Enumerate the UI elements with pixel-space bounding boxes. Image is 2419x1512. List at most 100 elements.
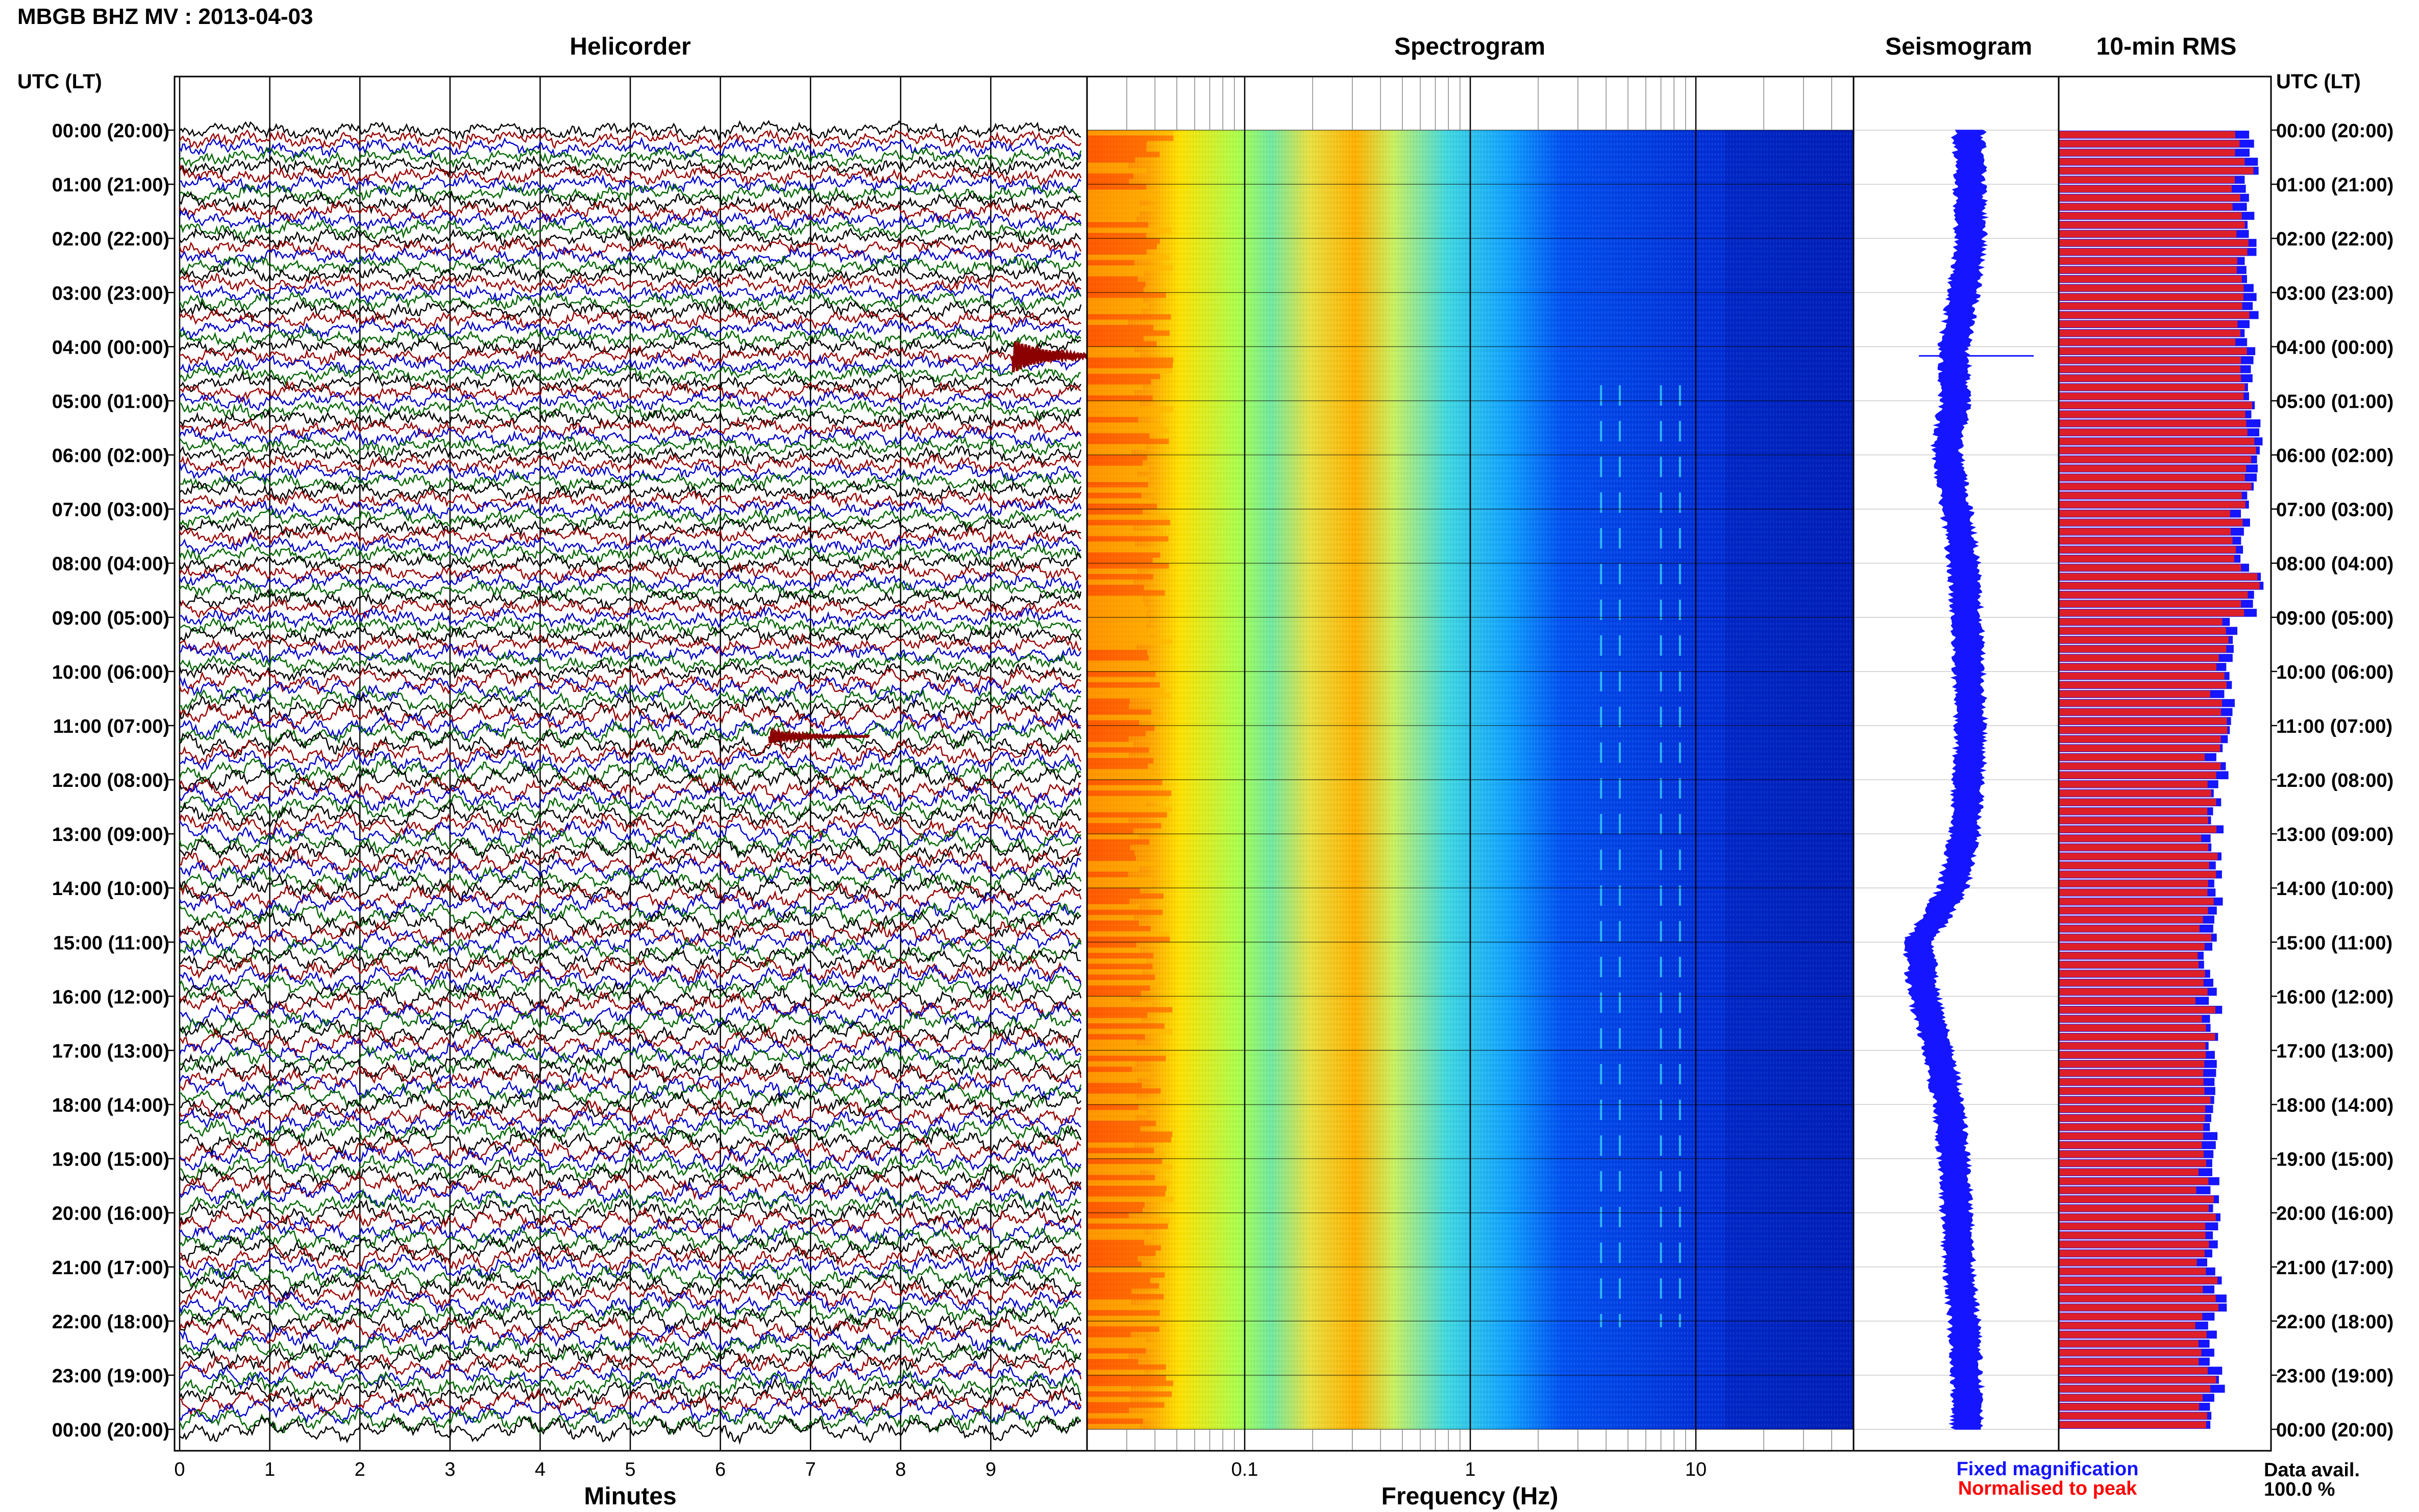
- spectrogram-low-band: [1087, 298, 1144, 304]
- legend-fixed-magnification: Fixed magnification: [1956, 1458, 2139, 1480]
- spectrogram-low-band: [1087, 807, 1172, 812]
- rms-bar-normalised: [2059, 131, 2235, 138]
- spectrogram-low-band: [1087, 623, 1146, 628]
- spectrogram-low-band: [1087, 130, 1174, 136]
- rms-bar-normalised: [2059, 546, 2236, 553]
- helicorder-trace: [179, 416, 1082, 439]
- rms-bar-normalised: [2059, 1304, 2218, 1311]
- spectrogram-low-band: [1087, 444, 1146, 450]
- spectrogram-low-band: [1087, 1283, 1159, 1289]
- spectrogram-low-band: [1087, 936, 1170, 943]
- rms-bar-normalised: [2059, 880, 2208, 887]
- helicorder-title: Helicorder: [570, 33, 691, 60]
- helicorder-trace: [179, 1170, 1082, 1202]
- helicorder-trace: [179, 1206, 1082, 1237]
- spectrogram-low-band: [1087, 417, 1138, 423]
- rms-bar-normalised: [2059, 1169, 2199, 1176]
- spectrogram-low-band: [1087, 1088, 1161, 1094]
- helicorder-trace: [179, 1279, 1081, 1309]
- spectrogram-low-band: [1087, 152, 1160, 158]
- helicorder-trace: [179, 837, 1082, 866]
- helicorder-trace: [179, 190, 1081, 215]
- spectrogram-low-band: [1087, 357, 1174, 363]
- spectrogram-low-band: [1087, 1305, 1154, 1310]
- helicorder-trace: [179, 569, 1082, 593]
- helicorder-trace: [179, 962, 1082, 993]
- helicorder-trace: [179, 154, 1081, 178]
- rms-bar-normalised: [2059, 781, 2208, 788]
- spectrogram-panel: [1086, 76, 1855, 1452]
- helicorder-trace: [179, 683, 1081, 713]
- spectrogram-low-band: [1087, 655, 1149, 661]
- spectrogram-low-band: [1087, 184, 1146, 190]
- rms-bar-normalised: [2059, 1114, 2205, 1122]
- spectrogram-low-band: [1087, 823, 1162, 829]
- spectrogram-low-band: [1087, 1397, 1130, 1402]
- rms-bar-normalised: [2059, 1142, 2202, 1149]
- spectrogram-low-band: [1087, 395, 1153, 401]
- rms-bar-normalised: [2059, 429, 2248, 436]
- spectrogram-low-band: [1087, 438, 1169, 444]
- spectrogram-low-band: [1087, 763, 1148, 769]
- spectrogram-low-band: [1087, 877, 1153, 883]
- rms-bar-normalised: [2059, 988, 2208, 996]
- rms-bar-normalised: [2059, 158, 2245, 165]
- rms-bar-normalised: [2059, 1259, 2197, 1266]
- spectrogram-low-band: [1087, 1337, 1146, 1343]
- time-label-right: 19:00 (15:00): [2276, 1149, 2393, 1171]
- rms-bar-normalised: [2059, 510, 2230, 517]
- spectrogram-low-band: [1087, 1343, 1159, 1348]
- spectrogram-low-band: [1087, 249, 1147, 255]
- spectrogram-low-band: [1087, 476, 1149, 482]
- rms-bar-normalised: [2059, 1051, 2206, 1059]
- spectrogram-low-band: [1087, 1267, 1151, 1273]
- helicorder-trace: [179, 588, 1082, 611]
- rms-bar-normalised: [2059, 1196, 2214, 1203]
- spectrogram-low-band: [1087, 509, 1143, 515]
- time-label-left: 08:00 (04:00): [52, 554, 169, 575]
- spectrogram-low-band: [1087, 1067, 1132, 1072]
- rms-bar-normalised: [2059, 690, 2210, 698]
- helicorder-trace: [179, 299, 1082, 323]
- minutes-tick-label: 6: [715, 1459, 726, 1480]
- spectrogram-low-band: [1087, 888, 1140, 894]
- spectrogram-low-band: [1087, 254, 1170, 260]
- spectrogram-low-band: [1087, 195, 1161, 201]
- rms-bar-normalised: [2059, 1033, 2215, 1040]
- rms-bar-normalised: [2059, 717, 2227, 725]
- rms-bar-normalised: [2059, 1286, 2203, 1293]
- seismogram-trace: [1903, 130, 1989, 1430]
- rms-bar-normalised: [2059, 961, 2199, 969]
- spectrogram-low-band: [1087, 980, 1162, 986]
- spectrogram-low-band: [1087, 1007, 1173, 1013]
- spectrogram-low-band: [1087, 861, 1157, 866]
- time-label-left: 01:00 (21:00): [52, 175, 169, 196]
- spectrogram-low-band: [1087, 135, 1174, 141]
- rms-bar-normalised: [2059, 384, 2245, 391]
- helicorder-trace: [179, 1125, 1082, 1156]
- time-label-left: 23:00 (19:00): [52, 1366, 169, 1387]
- spectrogram-low-band: [1087, 650, 1147, 656]
- helicorder-trace: [179, 254, 1082, 277]
- helicorder-trace: [179, 533, 1081, 558]
- rms-bar-normalised: [2059, 194, 2240, 202]
- rms-bar-normalised: [2059, 537, 2233, 544]
- spectrogram-low-band: [1087, 731, 1146, 737]
- rms-bar-normalised: [2059, 1349, 2202, 1356]
- spectrogram-low-band: [1087, 1110, 1147, 1116]
- spectrogram-low-band: [1087, 947, 1141, 953]
- rms-bar-normalised: [2059, 555, 2234, 562]
- spectrogram-low-band: [1087, 1034, 1145, 1040]
- spectrogram-low-band: [1087, 346, 1135, 352]
- spectrogram-low-band: [1087, 303, 1149, 309]
- time-label-left: 18:00 (14:00): [52, 1095, 169, 1117]
- spectrogram-low-band: [1087, 406, 1174, 412]
- rms-bar-normalised: [2059, 925, 2200, 932]
- rms-bar-normalised: [2059, 808, 2208, 815]
- rms-bar-normalised: [2059, 1078, 2204, 1086]
- spectrogram-low-band: [1087, 953, 1153, 959]
- helicorder-trace: [179, 765, 1081, 795]
- rms-bar-normalised: [2059, 1385, 2211, 1393]
- spectrogram-low-band: [1087, 736, 1129, 742]
- helicorder-trace: [179, 999, 1082, 1029]
